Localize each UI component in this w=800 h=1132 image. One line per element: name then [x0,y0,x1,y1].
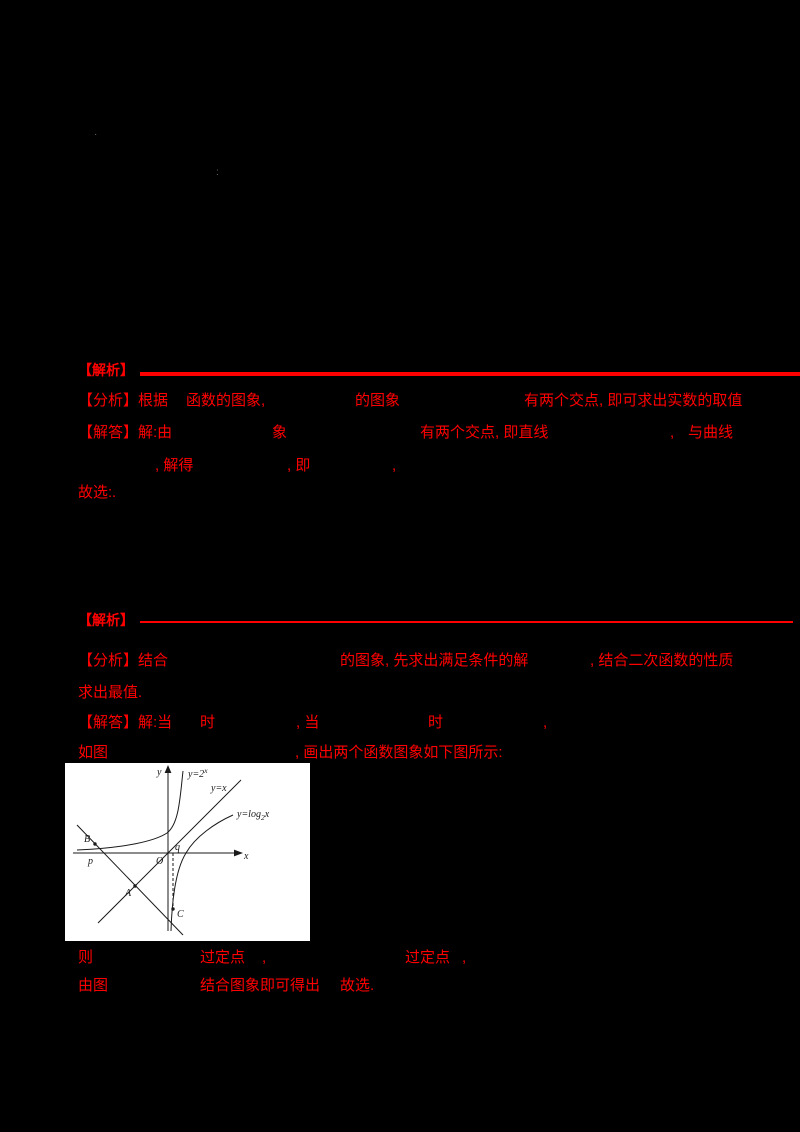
text-fragment: 【分析】结合 [78,652,169,669]
exp-curve-label: y=2x [187,766,208,780]
x-axis-arrow [234,849,243,857]
text-fragment: 有两个交点, 即可求出实数的取值 [524,392,743,409]
point-A-label: A [124,888,132,899]
text-fragment: 则 [78,949,94,966]
section-divider-rule [140,621,793,623]
log-curve-label: y=log2x [236,809,270,822]
section-header-label: 【解析】 [78,612,134,628]
text-fragment: , [392,457,397,474]
exp-curve [76,770,184,851]
text-fragment: 如图 [78,744,109,761]
y-axis-arrow [164,765,172,773]
text-fragment: 求出最值. [78,684,143,701]
point-A [133,884,137,888]
text-fragment: 结合图象即可得出 [200,977,321,994]
x-axis-label: x [243,851,249,862]
text-fragment: , 画出两个函数图象如下图所示: [295,744,503,761]
text-fragment: 有两个交点, 即直线 [420,424,549,441]
text-fragment: , 当 [296,714,320,731]
text-fragment: 的图象 [355,392,401,409]
secant-line [76,824,184,936]
text-fragment: 时 [428,714,444,731]
text-fragment: 过定点 [405,949,451,966]
point-q-label: q [175,842,180,853]
text-fragment: 与曲线 [688,424,734,441]
identity-line-label: y=x [210,783,227,794]
identity-line [97,779,242,924]
section-header-label: 【解析】 [78,362,134,378]
text-fragment: , [670,424,675,441]
section-divider-rule [140,372,800,376]
function-graph-svg: x y B p O q A C y=2x y=x [73,765,270,936]
text-fragment: , 解得 [155,457,194,474]
text-fragment: 时 [200,714,216,731]
text-fragment: . [112,484,117,501]
text-fragment: 【解答】解:由 [78,424,173,441]
y-axis-label: y [156,767,162,778]
text-fragment: 由图 [78,977,109,994]
text-fragment: , 即 [287,457,311,474]
stray-mark: · [94,129,98,140]
text-fragment: 函数的图象, [186,392,266,409]
text-fragment: 象 [272,424,288,441]
stray-mark: : [216,167,219,178]
point-B [93,842,97,846]
text-fragment: , 结合二次函数的性质 [590,652,734,669]
text-fragment: 【分析】根据 [78,392,169,409]
text-fragment: 过定点 [200,949,246,966]
function-graph-figure: x y B p O q A C y=2x y=x [65,763,310,941]
text-fragment: , [543,714,548,731]
text-fragment: , [462,949,467,966]
point-p-label: p [87,856,93,867]
answer-choice-label: 故选: [78,484,113,501]
text-fragment: 【解答】解:当 [78,714,173,731]
answer-choice-label: 故选. [340,977,375,994]
text-fragment: 的图象, 先求出满足条件的解 [340,652,529,669]
point-C-label: C [177,909,184,920]
point-C [171,907,175,911]
origin-label: O [156,856,163,867]
point-B-label: B [84,834,90,845]
text-fragment: , [262,949,267,966]
